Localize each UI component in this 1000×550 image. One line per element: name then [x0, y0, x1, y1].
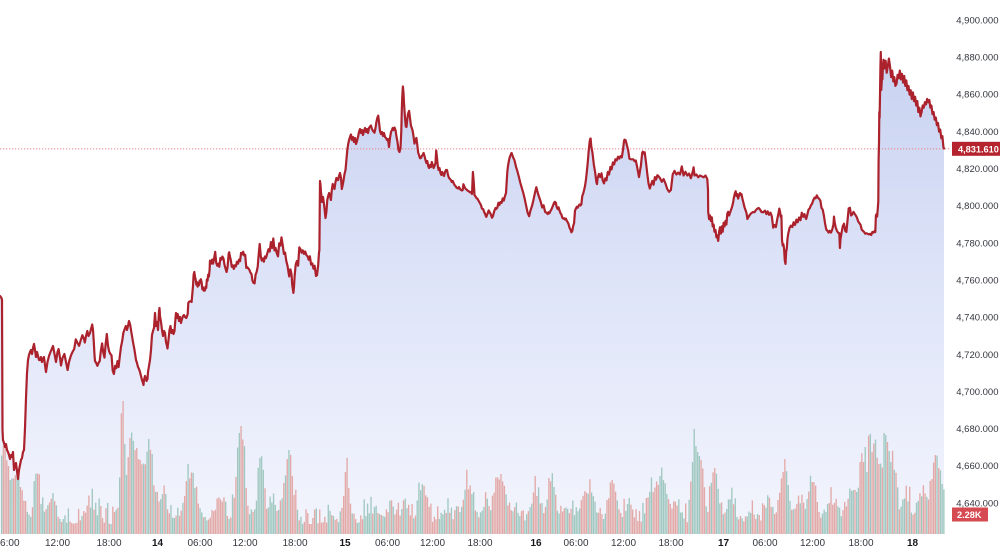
svg-text:4,780.000: 4,780.000	[956, 238, 998, 249]
svg-text:12:00: 12:00	[420, 538, 445, 549]
svg-text:4,880.000: 4,880.000	[956, 53, 998, 64]
svg-text:4,680.000: 4,680.000	[956, 424, 998, 435]
svg-text:4,640.000: 4,640.000	[956, 498, 998, 509]
svg-text:18:00: 18:00	[848, 538, 873, 549]
svg-text:16: 16	[530, 538, 542, 549]
svg-text:14: 14	[152, 538, 164, 549]
svg-text:06:00: 06:00	[187, 538, 212, 549]
svg-text:06:00: 06:00	[0, 538, 20, 549]
svg-text:17: 17	[718, 538, 730, 549]
svg-text:18:00: 18:00	[282, 538, 307, 549]
svg-text:4,840.000: 4,840.000	[956, 127, 998, 138]
svg-text:18:00: 18:00	[658, 538, 683, 549]
svg-text:12:00: 12:00	[800, 538, 825, 549]
svg-text:12:00: 12:00	[611, 538, 636, 549]
svg-text:06:00: 06:00	[752, 538, 777, 549]
svg-text:12:00: 12:00	[232, 538, 257, 549]
svg-text:18:00: 18:00	[96, 538, 121, 549]
svg-text:4,800.000: 4,800.000	[956, 201, 998, 212]
svg-text:2.28K: 2.28K	[957, 510, 982, 520]
svg-text:4,700.000: 4,700.000	[956, 387, 998, 398]
svg-text:06:00: 06:00	[375, 538, 400, 549]
svg-text:15: 15	[339, 538, 351, 549]
svg-text:06:00: 06:00	[563, 538, 588, 549]
svg-text:4,831.610: 4,831.610	[958, 144, 999, 154]
svg-text:4,720.000: 4,720.000	[956, 350, 998, 361]
svg-text:4,760.000: 4,760.000	[956, 276, 998, 287]
svg-text:18: 18	[907, 538, 919, 549]
svg-text:4,820.000: 4,820.000	[956, 164, 998, 175]
svg-text:4,740.000: 4,740.000	[956, 313, 998, 324]
svg-text:18:00: 18:00	[467, 538, 492, 549]
svg-text:4,900.000: 4,900.000	[956, 15, 998, 26]
svg-text:12:00: 12:00	[45, 538, 70, 549]
svg-text:4,660.000: 4,660.000	[956, 461, 998, 472]
svg-text:4,860.000: 4,860.000	[956, 90, 998, 101]
